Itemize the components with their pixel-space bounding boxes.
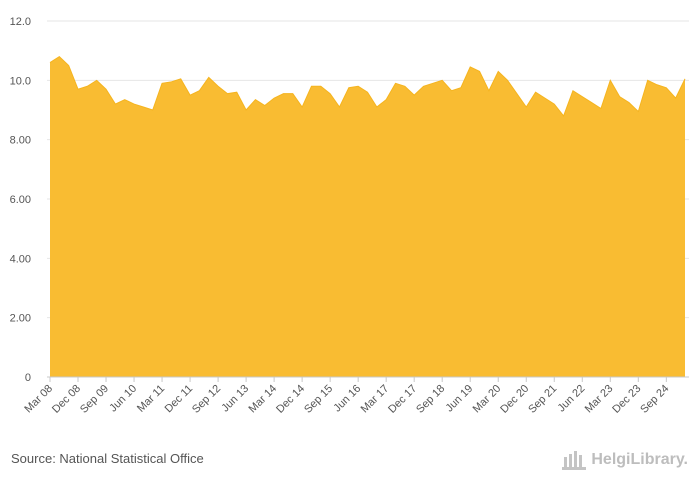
y-tick-label: 12.0 xyxy=(10,16,31,28)
area-layer xyxy=(49,55,686,377)
x-tick-label: Jun 19 xyxy=(444,383,476,415)
x-tick-label: Mar 20 xyxy=(471,383,504,416)
x-tick-label: Jun 10 xyxy=(107,383,139,415)
y-tick-label: 10.0 xyxy=(10,75,31,87)
x-tick-label: Sep 15 xyxy=(302,383,335,416)
y-tick-label: 4.00 xyxy=(10,253,31,265)
x-tick-label: Sep 12 xyxy=(190,383,223,416)
helgi-library-logo[interactable]: HelgiLibrary. xyxy=(561,448,688,472)
x-tick-label: Dec 17 xyxy=(386,383,419,416)
x-tick-label: Dec 20 xyxy=(498,383,531,416)
x-tick-label: Mar 23 xyxy=(583,383,616,416)
source-text: Source: National Statistical Office xyxy=(11,451,204,466)
x-tick-label: Dec 11 xyxy=(163,383,196,416)
y-tick-label: 6.00 xyxy=(10,194,31,206)
area-series-line xyxy=(49,55,686,117)
x-tick-label: Dec 23 xyxy=(610,383,643,416)
x-tick-label: Mar 17 xyxy=(359,383,392,416)
x-tick-label: Dec 14 xyxy=(274,383,307,416)
area-series-fill xyxy=(50,56,685,377)
x-tick-label: Mar 11 xyxy=(135,383,167,415)
y-tick-label: 8.00 xyxy=(10,135,31,147)
x-tick-label: Sep 21 xyxy=(526,383,559,416)
footer: Source: National Statistical Office Helg… xyxy=(0,440,700,483)
x-tick-label: Sep 18 xyxy=(414,383,447,416)
brand-name: HelgiLibrary. xyxy=(591,451,688,468)
x-tick-label: Jun 13 xyxy=(219,383,251,415)
x-tick-label: Mar 08 xyxy=(22,383,55,416)
x-tick-label: Sep 24 xyxy=(638,383,671,416)
x-tick-label: Mar 14 xyxy=(247,383,280,416)
x-tick-label: Jun 16 xyxy=(331,383,363,415)
x-tick-label: Jun 22 xyxy=(556,383,588,415)
library-building-icon xyxy=(561,449,587,471)
y-tick-label: 2.00 xyxy=(10,313,31,325)
x-tick-label: Sep 09 xyxy=(78,383,111,416)
y-tick-label: 0 xyxy=(25,372,31,384)
area-chart: 0 2.00 4.00 6.00 8.00 10.0 12.0 Mar 08 Dec 08 Sep… xyxy=(10,16,689,416)
x-tick-label: Dec 08 xyxy=(50,383,83,416)
